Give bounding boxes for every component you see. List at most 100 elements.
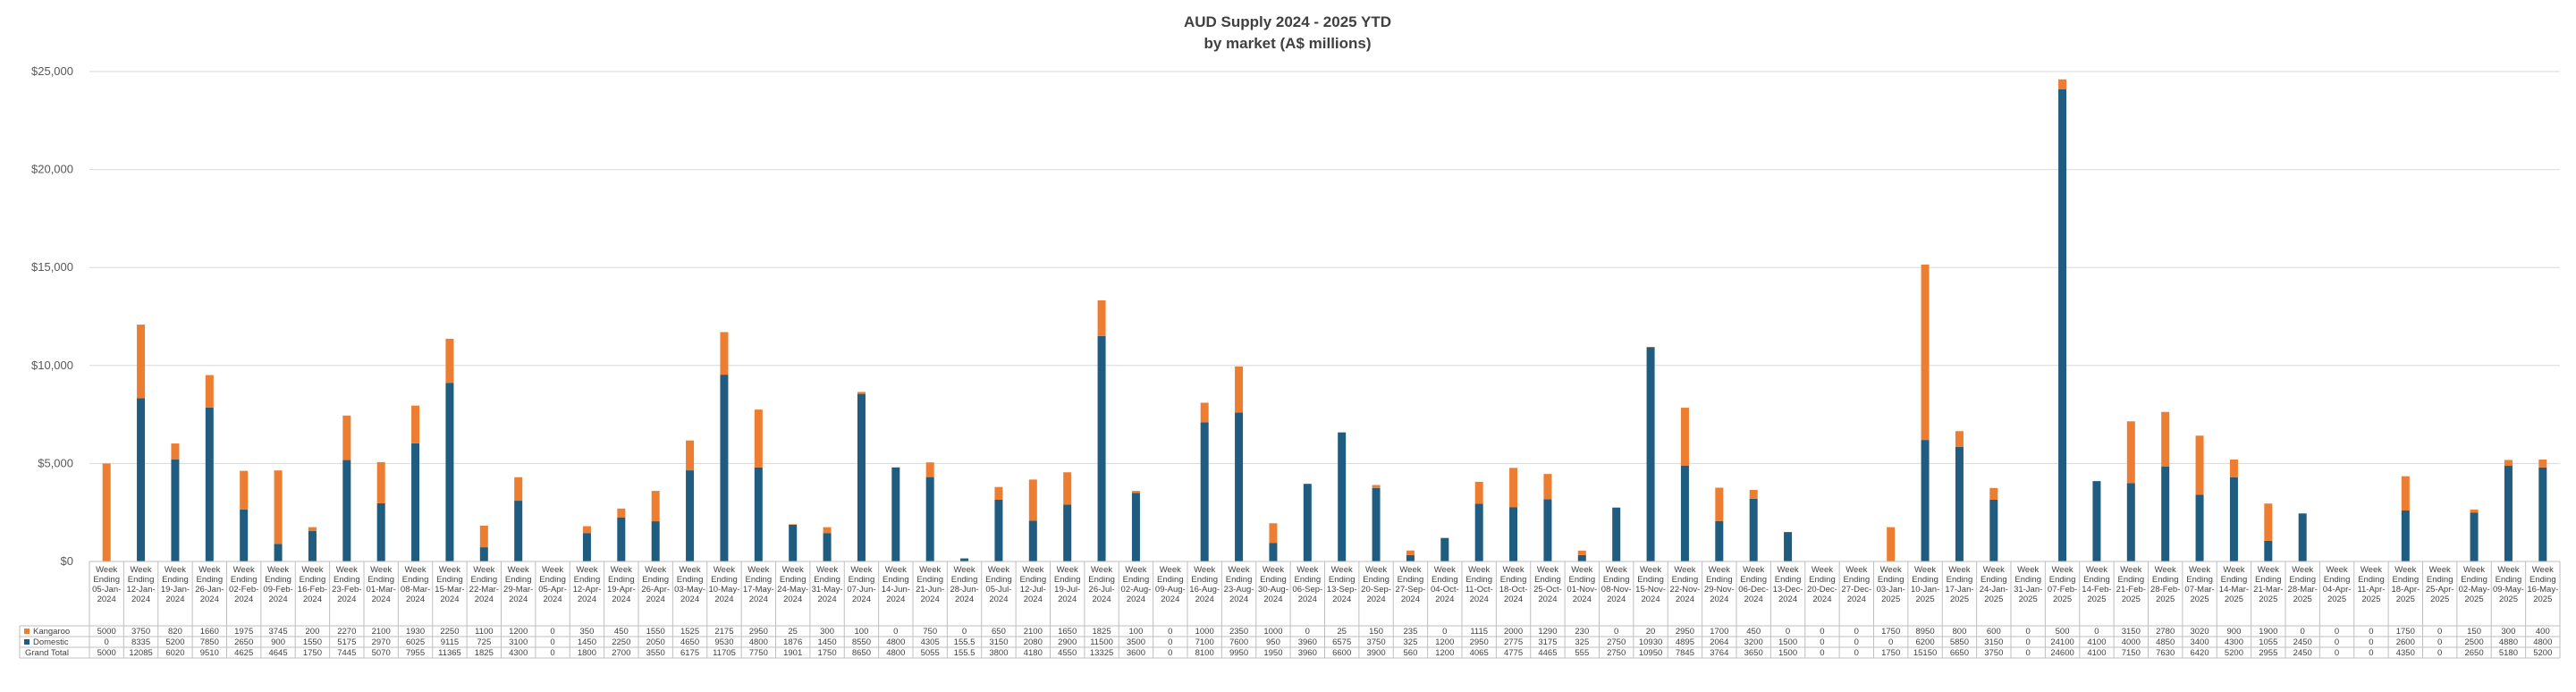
bar-kangaroo — [2161, 412, 2169, 467]
bar-domestic — [1784, 532, 1792, 561]
table-cell: 500 — [2056, 627, 2070, 637]
table-cell: 0 — [1614, 627, 1618, 637]
bar-kangaroo — [583, 527, 591, 534]
table-cell: 2100 — [1024, 627, 1043, 637]
bar-kangaroo — [1955, 431, 1964, 447]
table-cell: 3800 — [989, 648, 1008, 658]
table-cell: 230 — [1575, 627, 1589, 637]
table-cell: 9530 — [714, 637, 733, 647]
table-cell: 3500 — [1127, 637, 1145, 647]
table-cell: 6575 — [1332, 637, 1351, 647]
table-cell: 9510 — [200, 648, 219, 658]
table-cell: 900 — [271, 637, 285, 647]
table-cell: 100 — [1129, 627, 1144, 637]
table-cell: 1825 — [475, 648, 494, 658]
bar-kangaroo — [2127, 421, 2135, 483]
table-cell: 0 — [2369, 648, 2373, 658]
bar-domestic — [240, 510, 248, 561]
table-cell: 4800 — [886, 648, 905, 658]
table-cell: 1900 — [2259, 627, 2277, 637]
bar-domestic — [1406, 555, 1415, 561]
bar-domestic — [789, 525, 797, 561]
table-cell: 5000 — [97, 627, 116, 637]
table-cell: 0 — [1854, 637, 1859, 647]
bar-kangaroo — [274, 470, 283, 544]
table-cell: 1876 — [783, 637, 802, 647]
table-cell: 0 — [550, 637, 554, 647]
table-cell: 6175 — [680, 648, 699, 658]
table-cell: 0 — [2437, 648, 2442, 658]
table-cell: 8100 — [1195, 648, 1214, 658]
table-cell: 4300 — [2225, 637, 2243, 647]
bar-kangaroo — [1509, 468, 1517, 507]
bar-domestic — [2127, 483, 2135, 561]
bar-domestic — [2161, 467, 2169, 561]
table-cell: 235 — [1404, 627, 1418, 637]
bar-kangaroo — [2058, 80, 2066, 89]
table-cell: 0 — [550, 648, 554, 658]
y-tick-label: $5,000 — [38, 456, 73, 469]
table-cell: 2175 — [714, 627, 733, 637]
table-cell: 11500 — [1090, 637, 1113, 647]
bar-domestic — [137, 398, 145, 561]
bar-domestic — [2092, 481, 2100, 561]
bar-domestic — [1955, 447, 1964, 561]
table-cell: 1200 — [509, 627, 528, 637]
table-cell: 6650 — [1950, 648, 1969, 658]
table-cell: 0 — [1442, 627, 1447, 637]
table-cell: 4350 — [2396, 648, 2415, 658]
table-cell: 200 — [306, 627, 320, 637]
table-cell: 3750 — [1366, 637, 1385, 647]
table-cell: 820 — [168, 627, 182, 637]
table-cell: 4065 — [1470, 648, 1489, 658]
table-cell: 5200 — [2225, 648, 2243, 658]
table-cell: 2250 — [612, 637, 630, 647]
table-cell: 24100 — [2050, 637, 2073, 647]
table-cell: 0 — [1820, 627, 1824, 637]
table-cell: 0 — [962, 627, 967, 637]
bar-domestic — [583, 533, 591, 561]
table-cell: 1115 — [1470, 627, 1488, 637]
table-cell: 2955 — [2259, 648, 2277, 658]
bar-domestic — [617, 518, 625, 561]
chart-title: AUD Supply 2024 - 2025 YTD — [1184, 13, 1391, 30]
bar-kangaroo — [823, 527, 832, 534]
table-cell: 2500 — [2464, 637, 2483, 647]
table-cell: 2700 — [612, 648, 630, 658]
table-cell: 4880 — [2499, 637, 2518, 647]
table-cell: 4850 — [2156, 637, 2175, 647]
table-cell: 3100 — [509, 637, 528, 647]
table-cell: 1550 — [303, 637, 322, 647]
bar-domestic — [274, 544, 283, 561]
table-cell: 7850 — [200, 637, 219, 647]
bar-kangaroo — [1921, 265, 1930, 440]
bar-kangaroo — [2504, 460, 2513, 466]
table-cell: 2600 — [2396, 637, 2415, 647]
bar-domestic — [1372, 488, 1381, 561]
table-cell: 0 — [2335, 648, 2339, 658]
table-cell: 1750 — [1881, 648, 1900, 658]
table-cell: 7600 — [1229, 637, 1248, 647]
bar-kangaroo — [445, 339, 453, 383]
bar-domestic — [994, 500, 1002, 561]
table-cell: 1055 — [2259, 637, 2277, 647]
table-cell: 2100 — [372, 627, 391, 637]
table-cell: 4550 — [1058, 648, 1077, 658]
bar-domestic — [891, 468, 899, 561]
bar-domestic — [1612, 508, 1620, 561]
